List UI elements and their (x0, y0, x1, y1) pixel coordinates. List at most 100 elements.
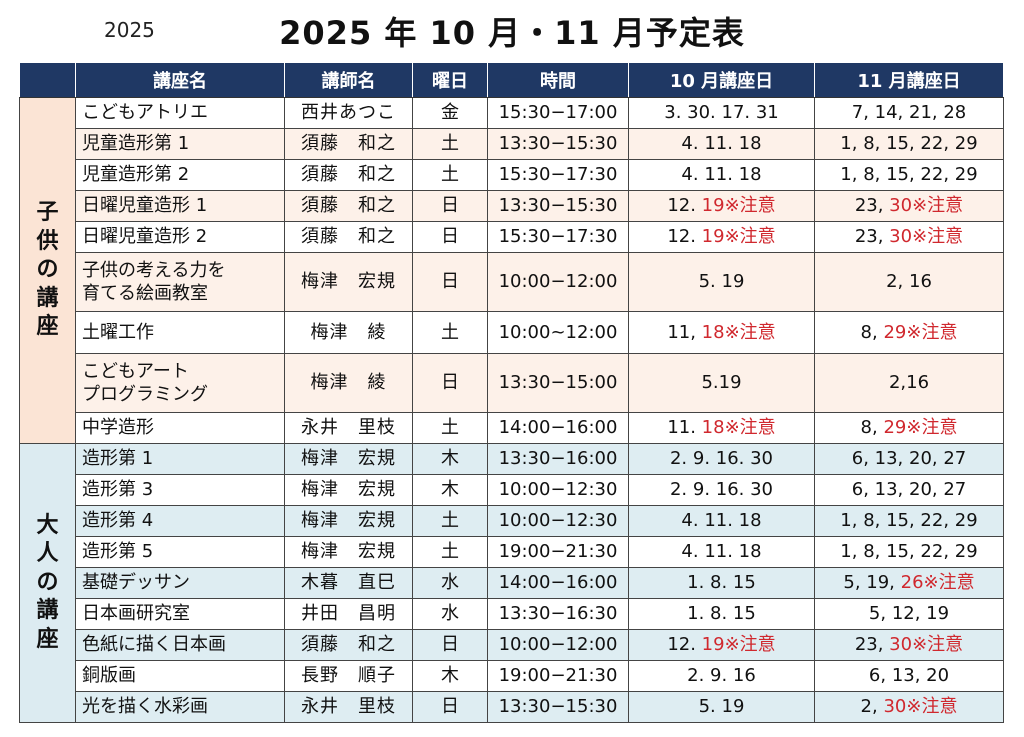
november-dates-cell: 8, 29※注意 (814, 412, 1004, 444)
october-dates-cell: 4. 11. 18 (628, 159, 815, 191)
time-cell: 15:30−17:00 (487, 97, 629, 129)
time-cell: 19:00−21:30 (487, 536, 629, 568)
october-warning: 18※注意 (701, 417, 776, 439)
table-row: 銅版画 長野 順子 木 19:00−21:30 2. 9. 16 6, 13, 20 (20, 660, 1004, 692)
course-name-cell: 銅版画 (75, 660, 285, 692)
october-dates-cell: 2. 9. 16 (628, 660, 815, 692)
october-dates-cell: 4. 11. 18 (628, 128, 815, 160)
october-warning: 18※注意 (701, 321, 776, 343)
teacher-name: 梅津 宏規 (301, 448, 396, 470)
header-november: 11 月講座日 (814, 62, 1004, 98)
day-cell: 土 (412, 128, 488, 160)
day-cell: 水 (412, 567, 488, 599)
table-row: 造形第 3 梅津 宏規 木 10:00−12:30 2. 9. 16. 30 6, 13,… (20, 474, 1004, 506)
table-row: 児童造形第 2 須藤 和之 土 15:30−17:30 4. 11. 18 1, 8, 1… (20, 159, 1004, 191)
november-dates: 7, 14, 21, 28 (851, 102, 967, 124)
time-range: 14:00−16:00 (498, 572, 618, 594)
november-warning: 26※注意 (900, 572, 975, 594)
october-dates-cell: 2. 9. 16. 30 (628, 474, 815, 506)
course-name: 造形第 4 (82, 510, 154, 532)
october-dates-cell: 3. 30. 17. 31 (628, 97, 815, 129)
time-cell: 15:30−17:30 (487, 221, 629, 253)
october-dates-cell: 5. 19 (628, 691, 815, 723)
october-dates-cell: 12. 19※注意 (628, 221, 815, 253)
course-name-cell: 日曜児童造形 1 (75, 190, 285, 222)
table-row: 造形第 4 梅津 宏規 土 10:00−12:30 4. 11. 18 1, 8, 15,… (20, 505, 1004, 537)
header-row: 講座名 講師名 曜日 時間 10 月講座日 11 月講座日 (19, 62, 1004, 98)
teacher-name: 梅津 宏規 (301, 479, 396, 501)
time-range: 10:00−12:00 (498, 271, 618, 293)
teacher-cell: 梅津 宏規 (284, 505, 413, 537)
course-name-cell: 光を描く水彩画 (75, 691, 285, 723)
time-cell: 13:30−15:30 (487, 691, 629, 723)
group-label-adults: 大人の講座 (19, 443, 76, 723)
november-dates-cell: 5, 19, 26※注意 (814, 567, 1004, 599)
time-cell: 15:30−17:30 (487, 159, 629, 191)
weekday: 木 (441, 479, 459, 501)
table-row: 造形第 5 梅津 宏規 土 19:00−21:30 4. 11. 18 1, 8, 15,… (20, 536, 1004, 568)
november-dates: 5, 19, (843, 572, 901, 594)
course-name: 中学造形 (82, 417, 154, 439)
day-cell: 日 (412, 190, 488, 222)
header-october: 10 月講座日 (628, 62, 815, 98)
day-cell: 金 (412, 97, 488, 129)
course-name: 銅版画 (82, 665, 136, 687)
november-dates: 1, 8, 15, 22, 29 (840, 541, 978, 563)
october-dates: 4. 11. 18 (681, 133, 762, 155)
table-row: 色紙に描く日本画 須藤 和之日 10:00−12:00 12. 19※注意 23, 30… (20, 629, 1004, 661)
course-name-cell: 造形第 5 (75, 536, 285, 568)
teacher-cell: 須藤 和之 (284, 159, 413, 191)
day-cell: 日 (412, 691, 488, 723)
time-cell: 10:00−12:30 (487, 505, 629, 537)
time-cell: 13:30−16:00 (487, 443, 629, 475)
day-cell: 日 (412, 252, 488, 312)
teacher-cell: 梅津 宏規 (284, 536, 413, 568)
october-dates-cell: 12. 19※注意 (628, 190, 815, 222)
course-name-cell: 造形第 3 (75, 474, 285, 506)
course-name: 土曜工作 (82, 321, 154, 343)
course-name: 日曜児童造形 2 (82, 226, 208, 248)
october-dates: 3. 30. 17. 31 (664, 102, 779, 124)
time-cell: 19:00−21:30 (487, 660, 629, 692)
teacher-name: 須藤 和之 (301, 226, 396, 248)
time-range: 13:30−16:00 (498, 448, 618, 470)
course-name: 色紙に描く日本画 (82, 634, 226, 656)
teacher-name: 井田 昌明 (301, 603, 396, 625)
course-name: 造形第 5 (82, 541, 154, 563)
teacher-name: 須藤 和之 (301, 634, 396, 656)
day-cell: 土 (412, 536, 488, 568)
course-name-cell: 造形第 4 (75, 505, 285, 537)
table-row: 子供の考える力を 育てる絵画教室 梅津 宏規 日 10:00−12:00 5. 19 2,… (20, 252, 1004, 312)
weekday: 日 (441, 271, 459, 293)
table-row: こどもアート プログラミング 梅津 綾 日 13:30−15:00 5.19 2,16 (20, 353, 1004, 413)
course-name: こどもアート プログラミング (82, 360, 208, 405)
time-range: 13:30−15:30 (498, 195, 618, 217)
november-warning: 29※注意 (883, 417, 958, 439)
table-row: 大人の講座 造形第 1 梅津 宏規木 13:30−16:00 2. 9. 16. 30 6… (19, 443, 1004, 723)
day-cell: 日 (412, 221, 488, 253)
group-label-text: 大人の講座 (36, 512, 59, 652)
time-cell: 10:00−12:30 (487, 474, 629, 506)
november-dates: 1, 8, 15, 22, 29 (840, 133, 978, 155)
october-dates: 4. 11. 18 (681, 164, 762, 186)
teacher-name: 須藤 和之 (301, 164, 396, 186)
time-range: 10:00~12:00 (498, 321, 618, 343)
october-dates-cell: 5.19 (628, 353, 815, 413)
october-dates: 1. 8. 15 (687, 572, 756, 594)
weekday: 土 (441, 510, 459, 532)
november-dates: 6, 13, 20, 27 (851, 448, 967, 470)
teacher-cell: 梅津 綾 (284, 353, 413, 413)
time-cell: 13:30−16:30 (487, 598, 629, 630)
november-dates-cell: 6, 13, 20, 27 (814, 443, 1004, 475)
november-dates: 23, (854, 226, 890, 248)
november-dates: 8, (860, 417, 884, 439)
time-range: 15:30−17:00 (498, 102, 618, 124)
course-name: 造形第 1 (82, 448, 154, 470)
time-cell: 10:00−12:00 (487, 252, 629, 312)
teacher-name: 梅津 宏規 (301, 271, 396, 293)
teacher-cell: 須藤 和之 (284, 190, 413, 222)
course-name-cell: 日本画研究室 (75, 598, 285, 630)
october-dates: 11, (667, 321, 702, 343)
course-name-cell: 児童造形第 1 (75, 128, 285, 160)
october-dates: 2. 9. 16 (687, 665, 756, 687)
